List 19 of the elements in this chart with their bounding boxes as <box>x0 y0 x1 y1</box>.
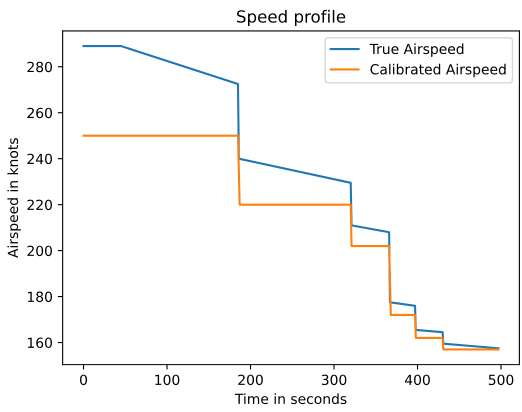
y-tick-label: 160 <box>28 338 52 348</box>
y-tick-label: 240 <box>27 154 52 164</box>
legend-label: True Airspeed <box>370 43 464 57</box>
chart-title: Speed profile <box>237 10 346 26</box>
y-tick-label: 200 <box>27 246 52 256</box>
x-axis-title: Time in seconds <box>234 393 346 404</box>
x-tick-label: 500 <box>488 374 514 386</box>
legend-label: Calibrated Airspeed <box>370 64 506 78</box>
x-tick-label: 100 <box>155 374 180 386</box>
y-tick-label: 280 <box>27 62 52 72</box>
y-tick-label: 180 <box>28 292 52 302</box>
x-tick-label: 200 <box>238 374 263 386</box>
y-tick-label: 220 <box>27 200 52 210</box>
y-tick-label: 260 <box>27 108 52 118</box>
x-tick-label: 0 <box>80 374 88 386</box>
x-tick-label: 400 <box>404 374 430 386</box>
x-tick-label: 300 <box>322 374 346 386</box>
line-series <box>82 134 500 350</box>
y-axis-title: Airspeed in knots <box>7 138 21 258</box>
